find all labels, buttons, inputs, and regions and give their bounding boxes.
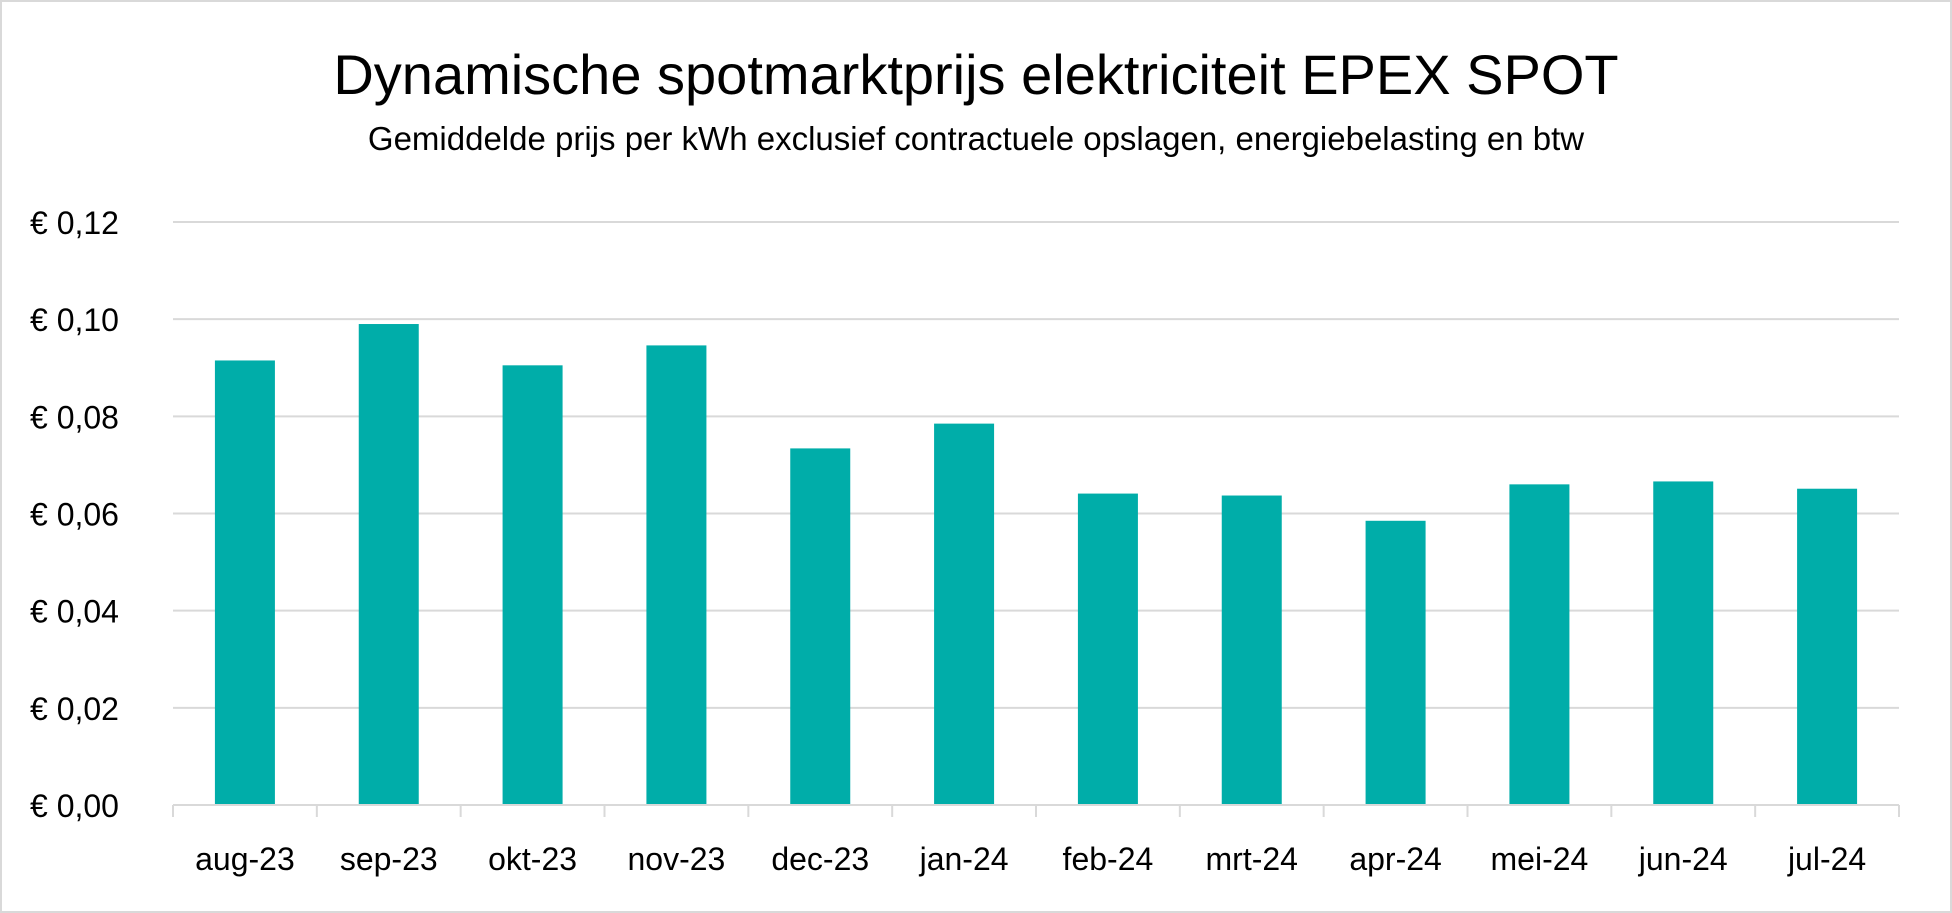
y-tick-label: € 0,02 <box>30 691 119 727</box>
x-tick-label: jul-24 <box>1787 841 1866 877</box>
x-tick-label: feb-24 <box>1063 841 1154 877</box>
bar-nov-23 <box>646 345 707 805</box>
bar-apr-24 <box>1365 520 1426 805</box>
x-tick-label: okt-23 <box>488 841 577 877</box>
x-tick-label: sep-23 <box>340 841 438 877</box>
bar-okt-23 <box>502 365 563 805</box>
bar-jan-24 <box>934 423 995 805</box>
x-axis-tick-labels: aug-23 sep-23 okt-23 nov-23 dec-23 jan-24 feb-… <box>195 841 1866 877</box>
bar-mei-24 <box>1509 484 1570 805</box>
y-tick-label: € 0,08 <box>30 399 119 435</box>
y-axis-tick-labels: € 0,00 € 0,02 € 0,04 € 0,06 € 0,08 € 0,10 € 0,… <box>30 205 119 824</box>
bar-jun-24 <box>1653 481 1714 805</box>
y-tick-label: € 0,06 <box>30 497 119 533</box>
bar-dec-23 <box>790 448 851 805</box>
x-tick-label: jan-24 <box>919 841 1009 877</box>
chart-subtitle: Gemiddelde prijs per kWh exclusief contr… <box>367 120 1585 157</box>
y-tick-label: € 0,10 <box>30 302 119 338</box>
bar-aug-23 <box>214 360 275 805</box>
gridlines <box>173 221 1899 709</box>
bar-series <box>214 324 1858 805</box>
bar-feb-24 <box>1077 493 1138 805</box>
bar-sep-23 <box>358 324 419 805</box>
y-tick-label: € 0,12 <box>30 205 119 241</box>
x-tick-label: jun-24 <box>1638 841 1728 877</box>
x-tick-label: dec-23 <box>771 841 869 877</box>
x-tick-label: nov-23 <box>627 841 725 877</box>
bar-jul-24 <box>1797 488 1858 805</box>
x-axis <box>172 804 1900 817</box>
x-tick-label: mrt-24 <box>1206 841 1298 877</box>
x-tick-label: apr-24 <box>1349 841 1442 877</box>
y-tick-label: € 0,00 <box>30 788 119 824</box>
x-tick-label: mei-24 <box>1491 841 1589 877</box>
chart-title: Dynamische spotmarktprijs elektriciteit … <box>333 43 1619 106</box>
x-tick-label: aug-23 <box>195 841 295 877</box>
bar-mrt-24 <box>1221 495 1282 805</box>
y-tick-label: € 0,04 <box>30 594 119 630</box>
